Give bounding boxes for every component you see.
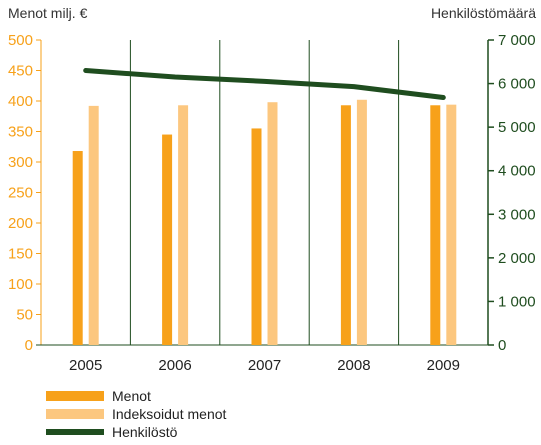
left-tick-label: 150 (8, 246, 33, 263)
left-tick-label: 500 (8, 32, 33, 49)
left-tick-label: 350 (8, 124, 33, 141)
category-label: 2005 (69, 357, 102, 374)
legend-swatch (46, 409, 104, 419)
bar-indeksoidut-menot-2005 (88, 105, 99, 345)
bar-indeksoidut-menot-2009 (446, 104, 457, 345)
bar-indeksoidut-menot-2006 (178, 105, 189, 346)
line-henkilöstö (83, 68, 446, 101)
bar-menot-2006 (162, 134, 173, 345)
category-label: 2006 (158, 357, 191, 374)
left-tick-label: 300 (8, 154, 33, 171)
left-axis-title: Menot milj. € (8, 5, 88, 21)
left-tick-label: 450 (8, 63, 33, 80)
right-tick-label: 7 000 (498, 32, 536, 49)
left-tick-label: 400 (8, 93, 33, 110)
left-tick-label: 250 (8, 185, 33, 202)
category-label: 2007 (248, 357, 281, 374)
right-tick-label: 0 (498, 337, 506, 354)
bar-menot-2008 (340, 105, 351, 346)
right-tick-label: 4 000 (498, 163, 536, 180)
category-label: 2009 (427, 357, 460, 374)
legend-label: Indeksoidut menot (112, 406, 227, 422)
left-tick-label: 100 (8, 276, 33, 293)
left-tick-label: 0 (25, 337, 33, 354)
bar-indeksoidut-menot-2008 (356, 99, 367, 345)
right-tick-label: 3 000 (498, 206, 536, 223)
bar-indeksoidut-menot-2007 (267, 102, 278, 345)
legend: Menot Indeksoidut menot Henkilöstö (46, 388, 227, 440)
bar-menot-2005 (72, 151, 83, 345)
category-label: 2008 (337, 357, 370, 374)
right-tick-label: 6 000 (498, 76, 536, 93)
right-tick-label: 5 000 (498, 119, 536, 136)
left-tick-label: 50 (16, 307, 33, 324)
bar-menot-2009 (430, 105, 441, 346)
right-axis-title: Henkilöstömäärä (431, 5, 536, 21)
legend-swatch (46, 429, 104, 435)
legend-swatch (46, 391, 104, 401)
legend-label: Menot (112, 388, 151, 404)
right-tick-label: 2 000 (498, 250, 536, 267)
bar-menot-2007 (251, 128, 262, 345)
left-tick-label: 200 (8, 215, 33, 232)
legend-label: Henkilöstö (112, 424, 178, 440)
right-tick-label: 1 000 (498, 293, 536, 310)
